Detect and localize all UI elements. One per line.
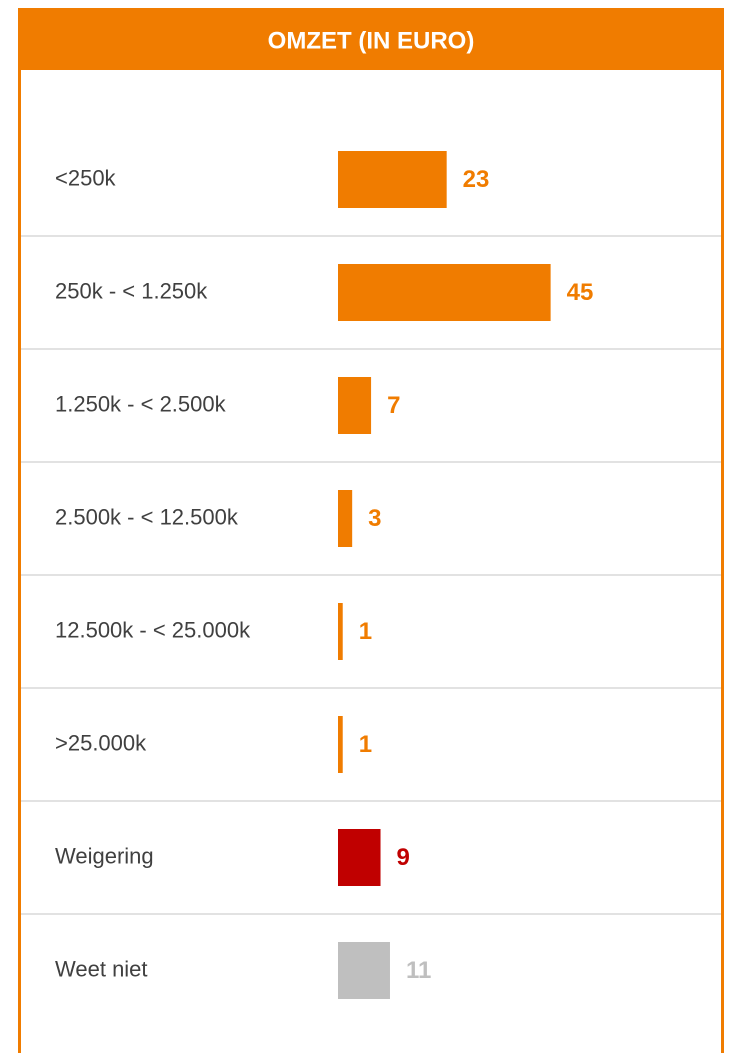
value-label: 3 [368,505,381,532]
value-label: 1 [359,731,372,758]
bar [338,490,353,547]
category-label: 2.500k - < 12.500k [55,504,239,529]
bar [338,829,381,886]
bar [338,942,390,999]
value-label: 45 [567,279,594,306]
category-label: Weet niet [55,956,148,981]
chart-title: OMZET (IN EURO) [268,27,475,54]
value-label: 1 [359,618,372,645]
category-label: Weigering [55,843,154,868]
bar [338,151,447,208]
category-label: 250k - < 1.250k [55,278,208,303]
bar [338,603,343,660]
value-label: 23 [463,166,490,193]
bar [338,377,372,434]
bar [338,264,551,321]
category-label: 1.250k - < 2.500k [55,391,227,416]
category-label: 12.500k - < 25.000k [55,617,251,642]
value-label: 7 [387,392,400,419]
frame-right [721,8,724,1053]
frame-left [18,8,21,1053]
value-label: 9 [397,844,410,871]
value-label: 11 [406,957,431,984]
header-bar [18,8,724,70]
category-label: >25.000k [55,730,147,755]
category-label: <250k [55,165,117,190]
bar [338,716,343,773]
